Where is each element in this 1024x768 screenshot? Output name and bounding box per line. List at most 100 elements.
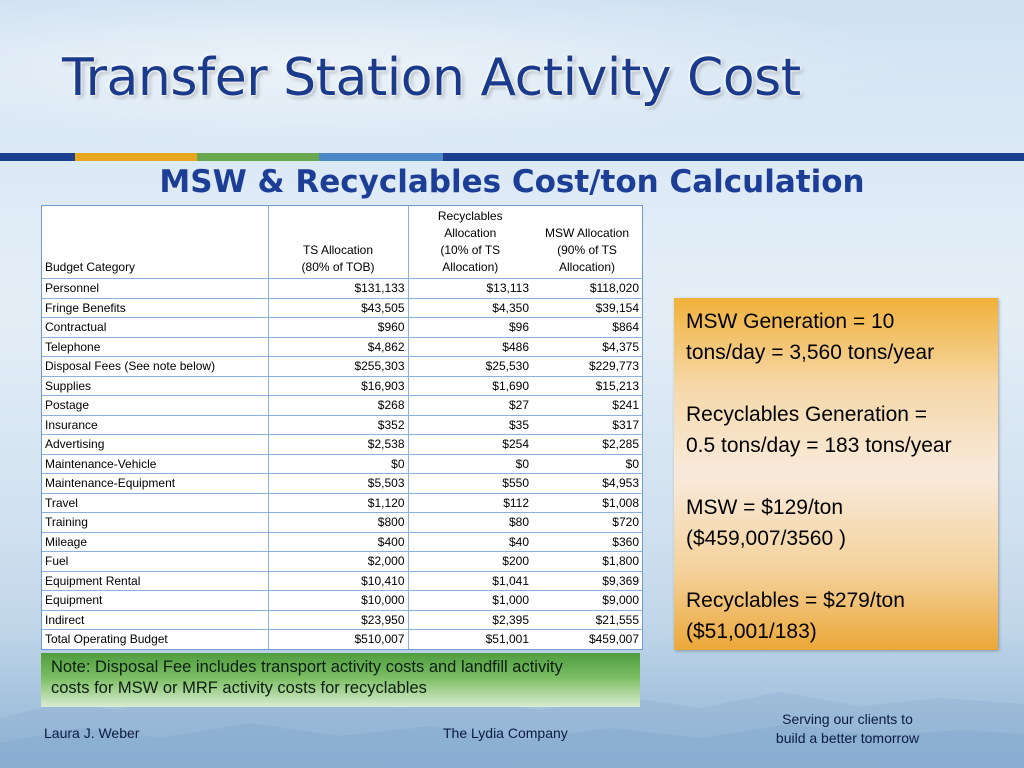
recyclables-generation-line: Recyclables Generation = — [686, 403, 928, 426]
slide-subtitle: MSW & Recyclables Cost/ton Calculation — [159, 164, 865, 200]
cell-recyclables-allocation: $1,041 — [408, 570, 532, 591]
cell-budget-category: Personnel — [42, 278, 269, 298]
recyclables-cost-text: Recyclables = $279/ton ($51,001/183) — [686, 585, 986, 647]
cell-recyclables-allocation: $35 — [408, 414, 532, 435]
table-row: Maintenance-Vehicle $0 $0 $0 — [42, 453, 642, 474]
cell-ts-allocation: $400 — [268, 531, 409, 552]
cell-recyclables-allocation: $80 — [408, 512, 532, 532]
header-rec-line: (10% of TS — [440, 243, 501, 257]
cell-ts-allocation: $2,538 — [268, 434, 409, 454]
cell-budget-category: Maintenance-Equipment — [42, 473, 269, 493]
cell-recyclables-allocation: $1,000 — [408, 590, 532, 610]
table-row: Fuel $2,000 $200 $1,800 — [42, 551, 642, 571]
stripe-segment-green — [197, 153, 319, 161]
cell-recyclables-allocation: $27 — [408, 395, 532, 415]
cell-recyclables-allocation: $254 — [408, 434, 532, 454]
cell-recyclables-allocation: $486 — [408, 336, 532, 357]
cell-ts-allocation: $255,303 — [268, 356, 409, 376]
cell-ts-allocation: $268 — [268, 395, 409, 415]
header-msw-line: MSW Allocation — [544, 226, 630, 240]
cell-recyclables-allocation: $112 — [408, 492, 532, 513]
cell-budget-category: Insurance — [42, 414, 269, 435]
recyclables-cost-line: ($51,001/183) — [686, 620, 817, 643]
cell-ts-allocation: $2,000 — [268, 551, 409, 571]
table-row: Postage $268 $27 $241 — [42, 395, 642, 415]
cell-msw-allocation: $864 — [532, 317, 642, 337]
cell-msw-allocation: $9,000 — [532, 590, 642, 610]
cell-recyclables-allocation: $25,530 — [408, 356, 532, 376]
cell-budget-category: Fuel — [42, 551, 269, 571]
msw-cost-text: MSW = $129/ton ($459,007/3560 ) — [686, 492, 986, 554]
cell-ts-allocation: $352 — [268, 414, 409, 435]
note-line: costs for MSW or MRF activity costs for … — [51, 679, 427, 697]
cell-budget-category: Advertising — [42, 434, 269, 454]
table-row: Fringe Benefits $43,505 $4,350 $39,154 — [42, 297, 642, 318]
cell-ts-allocation: $510,007 — [268, 629, 409, 649]
cell-recyclables-allocation: $40 — [408, 531, 532, 552]
cell-budget-category: Equipment — [42, 590, 269, 610]
cell-budget-category: Contractual — [42, 317, 269, 337]
cell-ts-allocation: $16,903 — [268, 375, 409, 396]
cell-budget-category: Travel — [42, 492, 269, 513]
generation-cost-box: MSW Generation = 10 tons/day = 3,560 ton… — [674, 298, 998, 650]
cell-msw-allocation: $1,800 — [532, 551, 642, 571]
table-row: Travel $1,120 $112 $1,008 — [42, 492, 642, 513]
cell-msw-allocation: $118,020 — [532, 278, 642, 298]
cell-budget-category: Indirect — [42, 609, 269, 630]
cell-ts-allocation: $0 — [268, 453, 409, 474]
msw-generation-line: tons/day = 3,560 tons/year — [686, 341, 935, 364]
cell-budget-category: Total Operating Budget — [42, 629, 269, 649]
header-msw-allocation: MSW Allocation (90% of TS Allocation) — [532, 206, 642, 279]
footer-tagline: Serving our clients to build a better to… — [740, 710, 955, 748]
cell-ts-allocation: $1,120 — [268, 492, 409, 513]
cell-msw-allocation: $9,369 — [532, 570, 642, 591]
msw-cost-line: MSW = $129/ton — [686, 496, 843, 519]
cell-budget-category: Fringe Benefits — [42, 297, 269, 318]
cell-recyclables-allocation: $1,690 — [408, 375, 532, 396]
table-row: Equipment Rental $10,410 $1,041 $9,369 — [42, 570, 642, 591]
footer-author: Laura J. Weber — [44, 725, 140, 741]
header-ts-line: TS Allocation — [302, 243, 374, 257]
table-row: Disposal Fees (See note below) $255,303 $2… — [42, 356, 642, 376]
cell-budget-category: Disposal Fees (See note below) — [42, 356, 269, 376]
mountain-ridge-background — [0, 688, 1024, 768]
table-row: Supplies $16,903 $1,690 $15,213 — [42, 375, 642, 396]
disposal-fee-note: Note: Disposal Fee includes transport ac… — [41, 653, 640, 707]
budget-table: Budget Category TS Allocation (80% of TO… — [42, 206, 642, 649]
table-row: Equipment $10,000 $1,000 $9,000 — [42, 590, 642, 610]
header-rec-line: Recyclables — [437, 209, 503, 223]
cell-budget-category: Maintenance-Vehicle — [42, 453, 269, 474]
cell-ts-allocation: $131,133 — [268, 278, 409, 298]
table-row: Telephone $4,862 $486 $4,375 — [42, 336, 642, 357]
budget-table-container: Budget Category TS Allocation (80% of TO… — [41, 205, 643, 650]
table-row: Mileage $400 $40 $360 — [42, 531, 642, 552]
table-row: Training $800 $80 $720 — [42, 512, 642, 532]
header-stripe — [0, 153, 1024, 161]
cell-recyclables-allocation: $550 — [408, 473, 532, 493]
header-msw-line: (90% of TS — [557, 243, 617, 257]
footer-company: The Lydia Company — [443, 725, 568, 741]
msw-generation-text: MSW Generation = 10 tons/day = 3,560 ton… — [686, 306, 986, 368]
cell-ts-allocation: $23,950 — [268, 609, 409, 630]
background-mist — [0, 0, 1024, 160]
cell-recyclables-allocation: $2,395 — [408, 609, 532, 630]
recyclables-generation-line: 0.5 tons/day = 183 tons/year — [686, 434, 952, 457]
table-row: Contractual $960 $96 $864 — [42, 317, 642, 337]
cell-budget-category: Equipment Rental — [42, 570, 269, 591]
cell-budget-category: Postage — [42, 395, 269, 415]
cell-ts-allocation: $10,000 — [268, 590, 409, 610]
cell-ts-allocation: $4,862 — [268, 336, 409, 357]
table-body: Personnel $131,133 $13,113 $118,020 Fringe B… — [42, 278, 642, 649]
stripe-segment-blue — [319, 153, 443, 161]
cell-recyclables-allocation: $51,001 — [408, 629, 532, 649]
cell-recyclables-allocation: $96 — [408, 317, 532, 337]
table-row: Maintenance-Equipment $5,503 $550 $4,953 — [42, 473, 642, 493]
cell-msw-allocation: $459,007 — [532, 629, 642, 649]
table-row: Advertising $2,538 $254 $2,285 — [42, 434, 642, 454]
cell-budget-category: Mileage — [42, 531, 269, 552]
cell-ts-allocation: $960 — [268, 317, 409, 337]
cell-ts-allocation: $43,505 — [268, 297, 409, 318]
header-rec-line: Allocation) — [442, 260, 499, 274]
msw-generation-line: MSW Generation = 10 — [686, 310, 895, 333]
cell-ts-allocation: $800 — [268, 512, 409, 532]
